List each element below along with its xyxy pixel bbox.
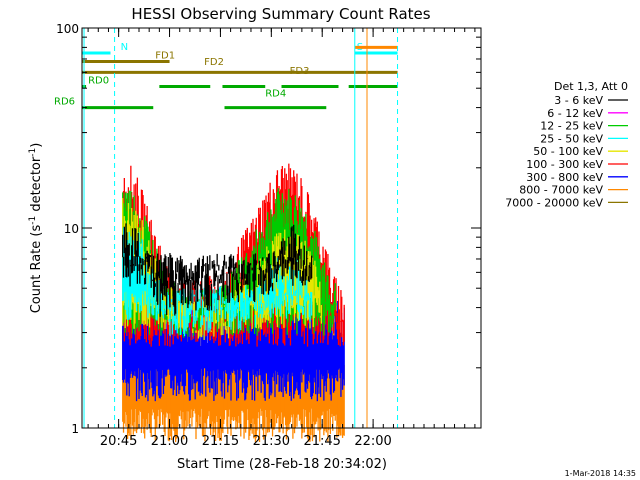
- y-axis-label-main: Count Rate (s: [29, 225, 44, 314]
- y-tick-label: 10: [64, 222, 79, 236]
- x-tick-label: 21:00: [151, 434, 188, 449]
- legend-label: 300 - 800 keV: [526, 171, 603, 184]
- legend-label: 25 - 50 keV: [540, 132, 603, 145]
- y-axis-label-tail: detector: [29, 156, 44, 216]
- x-tick-label: 22:00: [354, 434, 391, 449]
- flag-label: RD4: [265, 88, 286, 99]
- y-tick-label: 100: [56, 22, 79, 36]
- flag-label: RD0: [88, 75, 109, 86]
- chart-title: HESSI Observing Summary Count Rates: [131, 5, 430, 23]
- flag-label: FD2: [204, 57, 224, 68]
- flag-label: N: [121, 42, 128, 53]
- legend-label: 12 - 25 keV: [540, 120, 603, 133]
- observing-flags: NSFD1FD2FD3RD0RD4RD6: [54, 42, 398, 110]
- legend-label: 6 - 12 keV: [547, 107, 603, 120]
- y-axis: 1 10 100: [56, 22, 481, 436]
- plot-area: [122, 163, 345, 443]
- series-band: [122, 223, 313, 317]
- footer-stamp: 1-Mar-2018 14:35: [565, 469, 636, 478]
- legend-label: 100 - 300 keV: [526, 158, 603, 171]
- flag-label: RD6: [54, 97, 75, 108]
- y-tick-label: 1: [71, 422, 79, 436]
- y-axis-label-close: ): [29, 143, 44, 148]
- y-axis-label-exponent: -1: [28, 216, 38, 225]
- flag-label: FD1: [155, 50, 175, 61]
- y-axis-label: Count Rate (s-1 detector-1): [28, 143, 44, 314]
- x-axis-label: Start Time (28-Feb-18 20:34:02): [177, 457, 387, 472]
- legend-label: 50 - 100 keV: [533, 145, 603, 158]
- legend-label: 800 - 7000 keV: [519, 184, 603, 197]
- x-tick-label: 20:45: [100, 434, 137, 449]
- flag-label: FD3: [290, 66, 310, 77]
- y-axis-label-exponent-2: -1: [28, 148, 38, 157]
- x-axis: 20:45 21:00 21:15 21:30 21:45 22:00: [87, 28, 476, 449]
- x-tick-label: 21:30: [253, 434, 290, 449]
- legend-title: Det 1,3, Att 0: [554, 80, 628, 93]
- x-tick-label: 21:15: [202, 434, 239, 449]
- legend-label: 3 - 6 keV: [554, 94, 603, 107]
- legend-label: 7000 - 20000 keV: [505, 196, 603, 209]
- x-tick-label: 21:45: [303, 434, 340, 449]
